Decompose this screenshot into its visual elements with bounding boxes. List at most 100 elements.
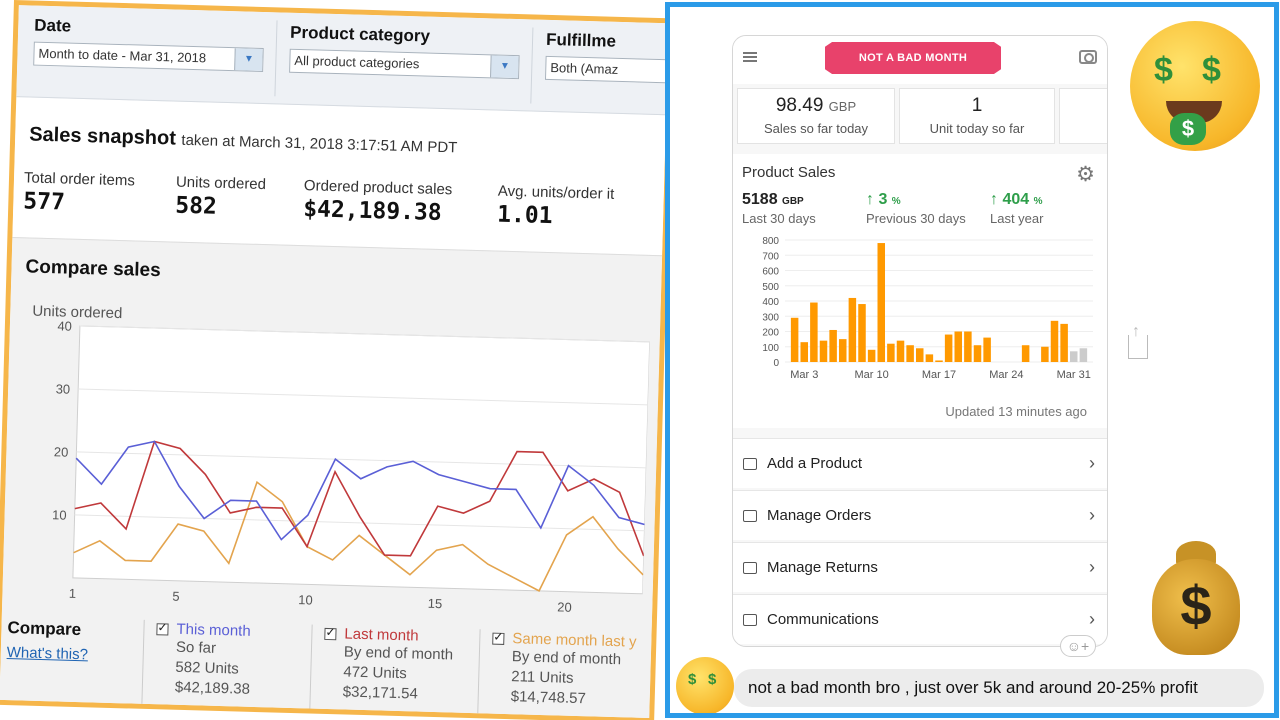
grid-line	[78, 388, 648, 406]
bar	[964, 331, 972, 362]
bar	[983, 337, 991, 362]
menu-manage-returns[interactable]: Manage Returns ›	[733, 542, 1107, 592]
mail-icon	[743, 613, 757, 626]
y-tick-label: 0	[773, 358, 779, 369]
legend-this-month[interactable]: This month So far 582 Units $42,189.38	[141, 619, 314, 715]
fulfillment-select[interactable]: Both (Amaz	[544, 55, 674, 84]
stat-units-today[interactable]: 1 Unit today so far	[899, 88, 1055, 144]
date-filter: Date Month to date - Mar 31, 2018 ▼	[33, 16, 264, 72]
ps-label: Previous 30 days	[866, 211, 966, 226]
checkbox[interactable]	[324, 627, 337, 640]
y-tick-label: 700	[762, 251, 779, 262]
compare-legend-header: Compare What's this?	[7, 618, 89, 663]
menu-add-product[interactable]: Add a Product ›	[733, 438, 1107, 488]
bar	[1050, 320, 1059, 362]
x-tick-label: 20	[557, 599, 572, 614]
ps-label: Last year	[990, 211, 1044, 226]
menu-label: Manage Returns	[767, 559, 878, 576]
category-filter: Product category All product categories …	[289, 23, 520, 80]
compare-label: Compare	[7, 618, 82, 640]
series-line	[75, 440, 645, 541]
y-tick-label: 300	[762, 312, 779, 323]
ps-unit: %	[1033, 196, 1043, 207]
stat-label: Unit today so far	[929, 121, 1025, 136]
menu-manage-orders[interactable]: Manage Orders ›	[733, 490, 1107, 540]
stat-value: 1	[971, 95, 983, 116]
chat-message-row: $ $ not a bad month bro , just over 5k a…	[674, 657, 1274, 713]
stat-customers[interactable]: 1 Cu	[1059, 88, 1107, 144]
returns-icon	[743, 561, 757, 574]
hamburger-icon[interactable]	[743, 52, 757, 62]
divider	[274, 20, 278, 97]
share-icon[interactable]	[1128, 323, 1148, 359]
chevron-right-icon: ›	[1089, 557, 1095, 577]
chat-bubble: not a bad month bro , just over 5k and a…	[734, 669, 1264, 707]
stat-value: 98.49	[775, 95, 824, 116]
series-line	[73, 480, 644, 592]
money-mouth-face-emoji: $ $	[676, 657, 734, 713]
x-tick-label: Mar 17	[922, 369, 956, 381]
bar	[810, 302, 818, 362]
bar	[1041, 346, 1049, 362]
bar	[887, 343, 895, 362]
date-select-value: Month to date - Mar 31, 2018	[38, 45, 207, 66]
stat-sales-today[interactable]: 98.49 GBP Sales so far today	[737, 88, 895, 144]
y-tick-label: 600	[762, 267, 779, 278]
metric-label: Ordered product sales	[303, 177, 453, 199]
metric-total-order-items: Total order items 577	[23, 169, 135, 217]
ps-stat-last-30: 5188 GBP Last 30 days	[742, 191, 816, 226]
category-select[interactable]: All product categories ▼	[289, 48, 520, 80]
snapshot-title: Sales snapshot taken at March 31, 2018 3…	[29, 123, 458, 158]
checkbox[interactable]	[156, 622, 169, 636]
metric-label: Total order items	[23, 169, 136, 190]
bar	[800, 342, 809, 362]
bar	[935, 360, 943, 362]
chevron-down-icon[interactable]: ▼	[490, 55, 519, 79]
legend-last-month[interactable]: Last month By end of month 472 Units $32…	[309, 624, 482, 720]
bar	[954, 331, 963, 362]
fulfillment-filter: Fulfillme Both (Amaz	[544, 30, 674, 84]
promo-banner: NOT A BAD MONTH	[825, 42, 1001, 74]
y-tick-label: 30	[55, 381, 70, 396]
x-tick-label: 5	[172, 589, 180, 604]
metric-value: 577	[23, 188, 66, 216]
bar	[906, 345, 914, 362]
smiley-icon[interactable]: ☺+	[1060, 635, 1096, 657]
stat-label: Cu	[1060, 121, 1107, 136]
bar	[925, 354, 934, 362]
ps-unit: GBP	[782, 196, 804, 207]
x-tick-label: 1	[69, 586, 77, 601]
filter-bar: Date Month to date - Mar 31, 2018 ▼ Prod…	[16, 5, 674, 116]
sales-dashboard-panel: Date Month to date - Mar 31, 2018 ▼ Prod…	[0, 0, 674, 720]
metric-units-ordered: Units ordered 582	[175, 174, 266, 221]
legend-line: $14,748.57	[510, 688, 587, 708]
camera-icon[interactable]	[1079, 50, 1097, 64]
gear-icon[interactable]: ⚙	[1076, 163, 1095, 186]
legend-same-month-last-year[interactable]: Same month last y By end of month 211 Un…	[477, 629, 650, 720]
compare-sales-section: Compare sales Units ordered 10 20 30 40 1 5 10…	[0, 237, 663, 720]
menu-label: Manage Orders	[767, 507, 872, 524]
metric-label: Units ordered	[175, 173, 267, 194]
phone-screen: NOT A BAD MONTH 98.49 GBP Sales so far t…	[732, 35, 1108, 647]
x-tick-label: 15	[428, 596, 443, 611]
mobile-app-panel: NOT A BAD MONTH 98.49 GBP Sales so far t…	[665, 2, 1279, 718]
menu-communications[interactable]: Communications ›	[733, 594, 1107, 644]
bar	[944, 334, 953, 362]
x-tick-label: Mar 24	[989, 369, 1023, 381]
bar	[1069, 351, 1078, 362]
legend-line: $32,171.54	[342, 683, 419, 703]
date-select[interactable]: Month to date - Mar 31, 2018 ▼	[33, 41, 264, 72]
product-sales-chart: 0 100 200 300 400 500 600 700 800 Mar 3 Mar 10 Mar …	[762, 236, 1093, 381]
product-sales-card: Product Sales ⚙ 5188 GBP Last 30 days ↑ …	[733, 154, 1107, 428]
bar	[1021, 345, 1030, 362]
ps-unit: %	[891, 196, 901, 207]
chevron-right-icon: ›	[1089, 453, 1095, 473]
checkbox[interactable]	[492, 632, 505, 645]
chevron-down-icon[interactable]: ▼	[234, 48, 263, 71]
metric-value: 582	[174, 192, 218, 220]
ps-label: Last 30 days	[742, 211, 816, 226]
bar	[896, 340, 905, 362]
money-mouth-face-emoji: $ $ $	[1130, 21, 1260, 151]
whats-this-link[interactable]: What's this?	[6, 644, 89, 664]
